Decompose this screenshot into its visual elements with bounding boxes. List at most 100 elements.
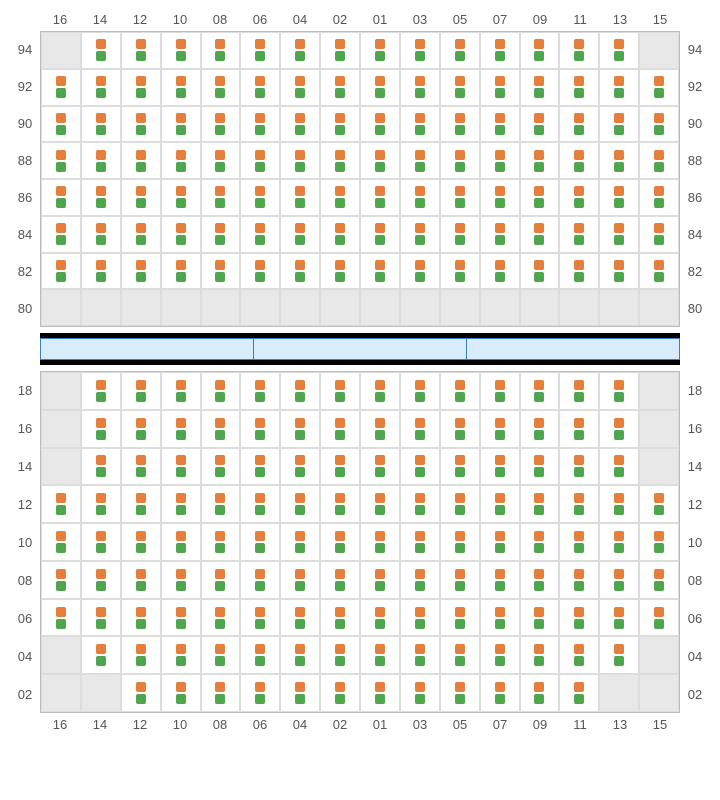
seat[interactable]	[520, 106, 560, 143]
seat[interactable]	[599, 32, 639, 69]
seat[interactable]	[280, 142, 320, 179]
seat[interactable]	[161, 599, 201, 637]
seat[interactable]	[440, 106, 480, 143]
seat[interactable]	[280, 448, 320, 486]
seat[interactable]	[280, 410, 320, 448]
seat[interactable]	[121, 142, 161, 179]
seat[interactable]	[41, 523, 81, 561]
seat[interactable]	[559, 410, 599, 448]
seat[interactable]	[639, 599, 679, 637]
seat[interactable]	[360, 69, 400, 106]
seat[interactable]	[360, 372, 400, 410]
seat[interactable]	[480, 485, 520, 523]
seat[interactable]	[81, 142, 121, 179]
seat[interactable]	[400, 674, 440, 712]
seat[interactable]	[639, 179, 679, 216]
seat[interactable]	[81, 485, 121, 523]
seat[interactable]	[320, 69, 360, 106]
seat[interactable]	[280, 372, 320, 410]
seat[interactable]	[41, 106, 81, 143]
seat[interactable]	[280, 106, 320, 143]
seat[interactable]	[81, 599, 121, 637]
seat[interactable]	[520, 179, 560, 216]
seat[interactable]	[360, 142, 400, 179]
seat[interactable]	[121, 69, 161, 106]
seat[interactable]	[320, 179, 360, 216]
seat[interactable]	[360, 636, 400, 674]
seat[interactable]	[480, 69, 520, 106]
seat[interactable]	[41, 69, 81, 106]
seat[interactable]	[360, 410, 400, 448]
seat[interactable]	[360, 485, 400, 523]
seat[interactable]	[161, 142, 201, 179]
seat[interactable]	[121, 253, 161, 290]
seat[interactable]	[320, 636, 360, 674]
seat[interactable]	[520, 448, 560, 486]
seat[interactable]	[559, 485, 599, 523]
seat[interactable]	[280, 599, 320, 637]
seat[interactable]	[201, 674, 241, 712]
seat[interactable]	[599, 142, 639, 179]
seat[interactable]	[520, 253, 560, 290]
seat[interactable]	[360, 216, 400, 253]
seat[interactable]	[520, 674, 560, 712]
seat[interactable]	[320, 599, 360, 637]
seat[interactable]	[480, 410, 520, 448]
seat[interactable]	[360, 448, 400, 486]
seat[interactable]	[440, 599, 480, 637]
seat[interactable]	[81, 106, 121, 143]
seat[interactable]	[320, 523, 360, 561]
seat[interactable]	[161, 448, 201, 486]
seat[interactable]	[480, 561, 520, 599]
seat[interactable]	[280, 179, 320, 216]
seat[interactable]	[121, 523, 161, 561]
seat[interactable]	[559, 179, 599, 216]
seat[interactable]	[121, 372, 161, 410]
seat[interactable]	[240, 216, 280, 253]
seat[interactable]	[360, 253, 400, 290]
seat[interactable]	[161, 179, 201, 216]
seat[interactable]	[440, 32, 480, 69]
seat[interactable]	[639, 253, 679, 290]
seat[interactable]	[240, 372, 280, 410]
seat[interactable]	[280, 674, 320, 712]
seat[interactable]	[201, 485, 241, 523]
seat[interactable]	[400, 372, 440, 410]
seat[interactable]	[280, 636, 320, 674]
seat[interactable]	[41, 485, 81, 523]
seat[interactable]	[240, 69, 280, 106]
seat[interactable]	[559, 674, 599, 712]
seat[interactable]	[480, 216, 520, 253]
seat[interactable]	[201, 561, 241, 599]
seat[interactable]	[520, 636, 560, 674]
seat[interactable]	[520, 32, 560, 69]
seat[interactable]	[121, 561, 161, 599]
seat[interactable]	[320, 106, 360, 143]
seat[interactable]	[201, 253, 241, 290]
seat[interactable]	[400, 636, 440, 674]
seat[interactable]	[280, 32, 320, 69]
seat[interactable]	[440, 372, 480, 410]
seat[interactable]	[81, 410, 121, 448]
seat[interactable]	[240, 106, 280, 143]
seat[interactable]	[81, 372, 121, 410]
seat[interactable]	[520, 599, 560, 637]
seat[interactable]	[320, 142, 360, 179]
seat[interactable]	[559, 599, 599, 637]
seat[interactable]	[400, 485, 440, 523]
seat[interactable]	[559, 448, 599, 486]
seat[interactable]	[201, 216, 241, 253]
seat[interactable]	[599, 410, 639, 448]
seat[interactable]	[520, 69, 560, 106]
seat[interactable]	[240, 32, 280, 69]
seat[interactable]	[161, 372, 201, 410]
seat[interactable]	[639, 106, 679, 143]
seat[interactable]	[81, 523, 121, 561]
seat[interactable]	[121, 106, 161, 143]
seat[interactable]	[400, 410, 440, 448]
seat[interactable]	[559, 523, 599, 561]
seat[interactable]	[240, 674, 280, 712]
seat[interactable]	[201, 179, 241, 216]
seat[interactable]	[201, 448, 241, 486]
seat[interactable]	[360, 179, 400, 216]
